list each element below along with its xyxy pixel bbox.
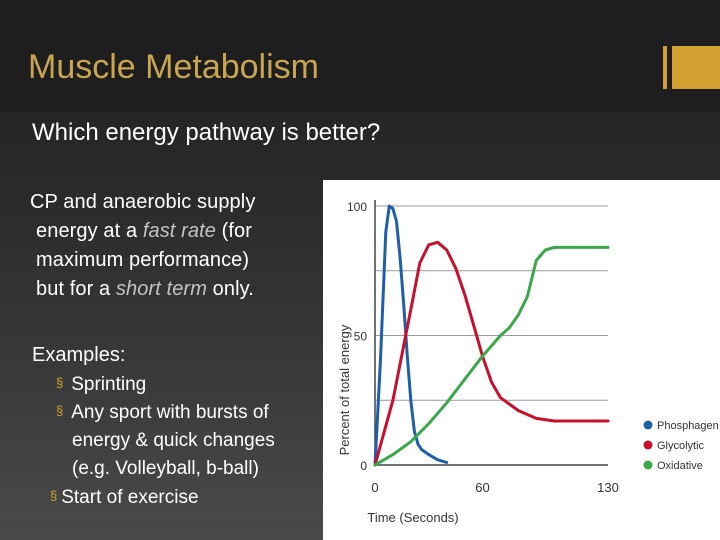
energy-pathway-chart: 0 50 100 0 60 130 Phosphagen Glycolytic Oxidati… xyxy=(323,180,720,540)
y-tick-label: 50 xyxy=(354,330,368,344)
accent-bar-thick xyxy=(672,46,720,89)
slide-title: Muscle Metabolism xyxy=(28,48,319,86)
y-tick-label: 0 xyxy=(360,459,367,473)
x-axis-label: Time (Seconds) xyxy=(367,510,458,525)
bullet-text: Any sport with bursts of xyxy=(71,402,269,423)
series-line-glycolytic xyxy=(373,240,610,467)
accent-bar-thin xyxy=(663,46,667,89)
bullet-any-sport-cont-1: energy & quick changes xyxy=(72,430,275,451)
legend-marker-glycolytic xyxy=(643,440,653,450)
axis-layer: 0 50 100 0 60 130 xyxy=(347,200,619,495)
legend-marker-phosphagen xyxy=(643,420,653,430)
para-line-2-text: energy at a xyxy=(36,220,143,242)
emphasis-short-term: short term xyxy=(115,278,207,300)
para-line-4: but for a short term only. xyxy=(30,275,310,304)
series-layer xyxy=(373,204,610,467)
bullet-any-sport: § Any sport with bursts of xyxy=(56,399,269,428)
legend-label-oxidative: Oxidative xyxy=(657,460,703,472)
y-axis-label: Percent of total energy xyxy=(337,324,352,455)
x-tick-label: 130 xyxy=(597,480,619,495)
grid-layer xyxy=(375,205,608,466)
series-line-phosphagen xyxy=(373,204,449,467)
para-line-4-text: but for a xyxy=(36,278,116,300)
y-tick-label: 100 xyxy=(347,200,367,214)
examples-heading: Examples: xyxy=(32,344,126,366)
description-paragraph: CP and anaerobic supply energy at a fast… xyxy=(30,188,310,304)
legend-label-glycolytic: Glycolytic xyxy=(657,440,705,452)
bullet-any-sport-cont-2: (e.g. Volleyball, b-ball) xyxy=(72,458,259,479)
emphasis-fast-rate: fast rate xyxy=(142,220,216,242)
legend-label-phosphagen: Phosphagen xyxy=(657,420,719,432)
bullet-marker-icon: § xyxy=(56,403,64,418)
bullet-text: Sprinting xyxy=(71,374,147,395)
x-tick-label: 0 xyxy=(371,480,378,495)
bullet-start-exercise: § Start of exercise xyxy=(50,484,199,513)
x-tick-label: 60 xyxy=(475,480,489,495)
para-line-2-tail: (for xyxy=(215,220,253,242)
series-line-oxidative xyxy=(373,245,610,467)
slide-subtitle: Which energy pathway is better? xyxy=(32,119,381,146)
chart-svg: 0 50 100 0 60 130 Phosphagen Glycolytic Oxidati… xyxy=(337,200,719,525)
legend-marker-oxidative xyxy=(643,460,653,470)
title-band xyxy=(0,0,720,112)
legend-layer: Phosphagen Glycolytic Oxidative xyxy=(643,420,719,472)
bullet-marker-icon: § xyxy=(56,375,64,390)
bullet-sprinting: § Sprinting xyxy=(56,371,146,400)
para-line-1: CP and anaerobic supply xyxy=(30,191,256,213)
para-line-3: maximum performance) xyxy=(36,249,250,271)
para-line-4-tail: only. xyxy=(206,278,254,300)
bullet-text: Start of exercise xyxy=(61,487,199,508)
para-line-2: energy at a fast rate (for xyxy=(30,217,310,246)
bullet-marker-icon: § xyxy=(50,488,58,503)
